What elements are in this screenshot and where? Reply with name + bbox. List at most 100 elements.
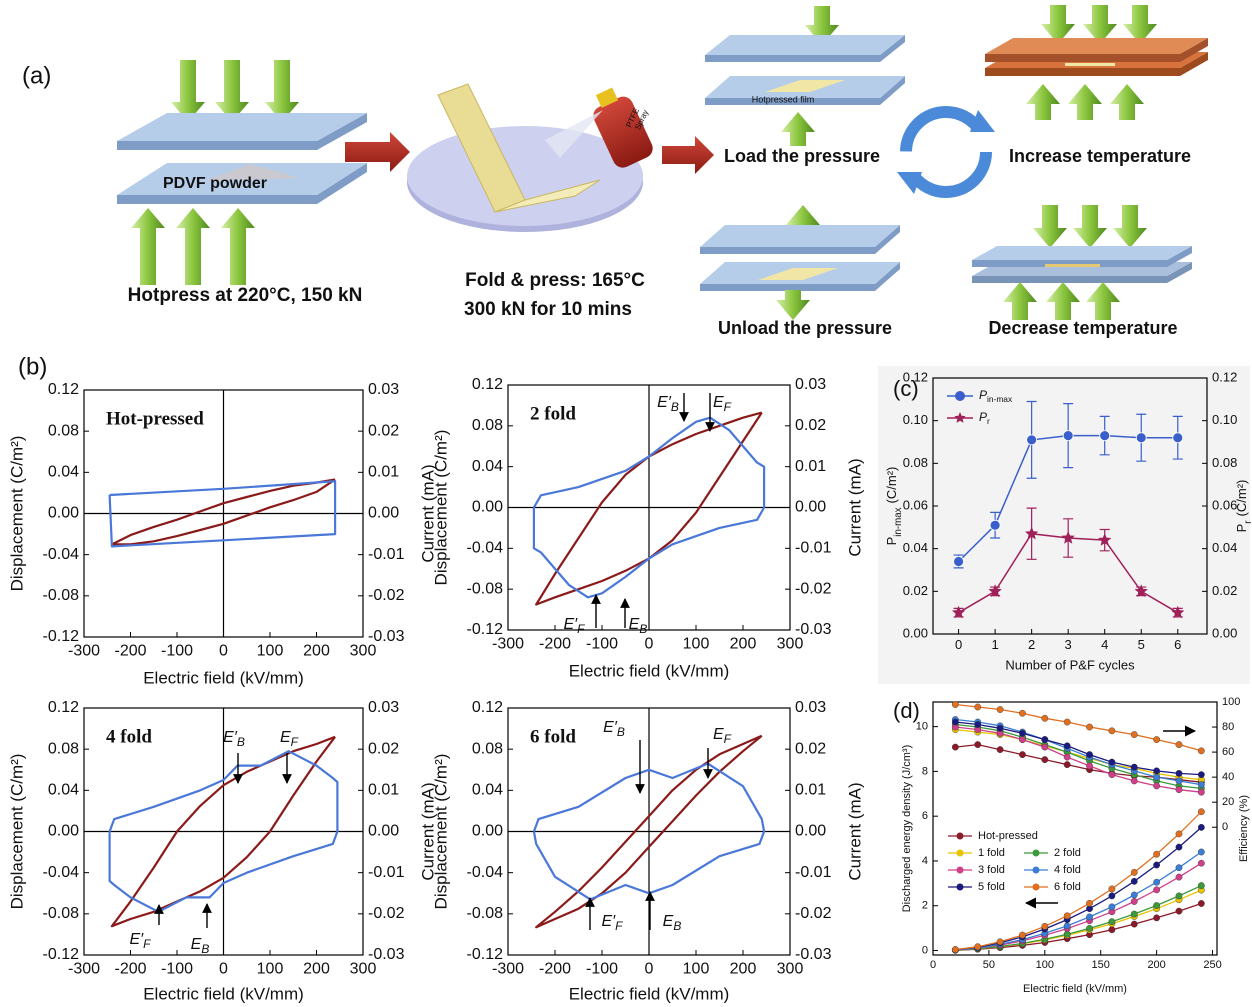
marker (1131, 921, 1137, 927)
y-axis-label: Displacement (C/m²) (7, 436, 26, 592)
series-line (955, 890, 1201, 950)
y-tick-label: 0.00 (472, 823, 503, 840)
marker (952, 946, 958, 952)
y2-tick-label: 0.00 (795, 823, 826, 840)
x-tick-label: 150 (1092, 959, 1110, 971)
marker (1064, 719, 1070, 725)
y2-tick-label: -0.03 (368, 628, 405, 645)
y-tick-label: 0.08 (903, 455, 928, 470)
annotation: E′B (657, 394, 679, 414)
marker (1131, 869, 1137, 875)
y-axis-label-sub: in-max (893, 507, 904, 536)
x-tick-label: 3 (1065, 637, 1072, 652)
marker (1176, 786, 1182, 792)
annotation: E′B (603, 719, 625, 739)
marker (1109, 904, 1115, 910)
step-label: Load the pressure (724, 146, 880, 166)
legend-marker (957, 884, 964, 891)
legend-label: 3 fold (978, 864, 1005, 876)
x-axis-label: Electric field (kV/mm) (569, 661, 730, 680)
y2-axis-label-unit: (C/m²) (1234, 480, 1249, 517)
step-label: Fold & press: 165°C (465, 270, 645, 291)
y-tick-label: 8 (922, 765, 928, 777)
legend-label: 6 fold (1054, 881, 1081, 893)
marker (1109, 728, 1115, 734)
y2-tick-label: 20 (1222, 796, 1234, 808)
process-arrow (662, 136, 714, 174)
marker (1176, 864, 1182, 870)
x-tick-label: -100 (586, 961, 618, 978)
force-arrow (221, 208, 255, 285)
marker (997, 746, 1003, 752)
annotation: EB (629, 616, 648, 636)
marker (1176, 778, 1182, 784)
marker (1109, 927, 1115, 933)
marker (1176, 770, 1182, 776)
marker (1019, 736, 1025, 742)
marker (1019, 751, 1025, 757)
annotation-sub: F (577, 622, 585, 636)
y2-tick-label: -0.02 (795, 580, 832, 597)
annotation-main: E′ (603, 719, 618, 736)
annotation-sub: F (724, 400, 732, 414)
force-arrow (776, 290, 810, 320)
film (1065, 63, 1115, 66)
x-tick-label: 100 (683, 636, 710, 653)
y-tick-label: 0.12 (472, 376, 503, 393)
y-tick-label: 0.00 (472, 499, 503, 516)
force-arrow (1068, 84, 1102, 120)
x-tick-label: -200 (539, 636, 571, 653)
x-tick-label: -200 (539, 961, 571, 978)
marker (1086, 925, 1092, 931)
panel-label: (a) (22, 62, 51, 89)
marker (997, 939, 1003, 945)
marker (1086, 914, 1092, 920)
x-tick-label: 4 (1101, 637, 1108, 652)
annotation-sub: B (639, 622, 647, 636)
marker (1153, 768, 1159, 774)
plate (985, 38, 1208, 54)
marker (1064, 761, 1070, 767)
y-tick-label: 0.04 (903, 540, 928, 555)
marker (1198, 809, 1204, 815)
y2-tick-label: 0.12 (1212, 369, 1237, 384)
x-tick-label: 200 (1147, 959, 1165, 971)
marker (1198, 900, 1204, 906)
y2-tick-label: 0.02 (368, 740, 399, 757)
y2-tick-label: 0.00 (1212, 625, 1237, 640)
annotation-sub: F (724, 732, 732, 746)
y2-tick-label: 0.03 (368, 699, 399, 716)
y2-tick-label: 0.03 (368, 381, 399, 398)
annotation-main: E′ (563, 616, 578, 633)
panel-label: (b) (18, 353, 47, 380)
marker (1198, 771, 1204, 777)
x-tick-label: 200 (730, 961, 757, 978)
annotation: EF (713, 726, 732, 746)
marker (1109, 893, 1115, 899)
y2-tick-label: -0.01 (795, 864, 832, 881)
y-axis-label: Displacement (C/m²) (7, 754, 26, 910)
annotation-main: E′ (601, 913, 616, 930)
marker (1064, 743, 1070, 749)
marker (1131, 898, 1137, 904)
annotation-main: E′ (657, 394, 672, 411)
plate-side (700, 284, 875, 291)
marker (1176, 844, 1182, 850)
marker (1198, 781, 1204, 787)
y-tick-label: -0.08 (467, 905, 504, 922)
chart-title: 6 fold (530, 726, 576, 747)
marker (1198, 789, 1204, 795)
plate-side (117, 141, 317, 150)
legend-marker (1033, 867, 1040, 874)
annotation-main: E (713, 394, 724, 411)
legend-label: 5 fold (978, 881, 1005, 893)
marker (1109, 918, 1115, 924)
marker (1131, 731, 1137, 737)
marker (1109, 886, 1115, 892)
y2-tick-label: 0.01 (795, 458, 826, 475)
y-tick-label: 0.00 (48, 823, 79, 840)
annotation-sub: B (671, 400, 679, 414)
annotation-main: E (191, 936, 202, 953)
force-arrow (1110, 84, 1144, 120)
force-arrow (265, 60, 299, 122)
